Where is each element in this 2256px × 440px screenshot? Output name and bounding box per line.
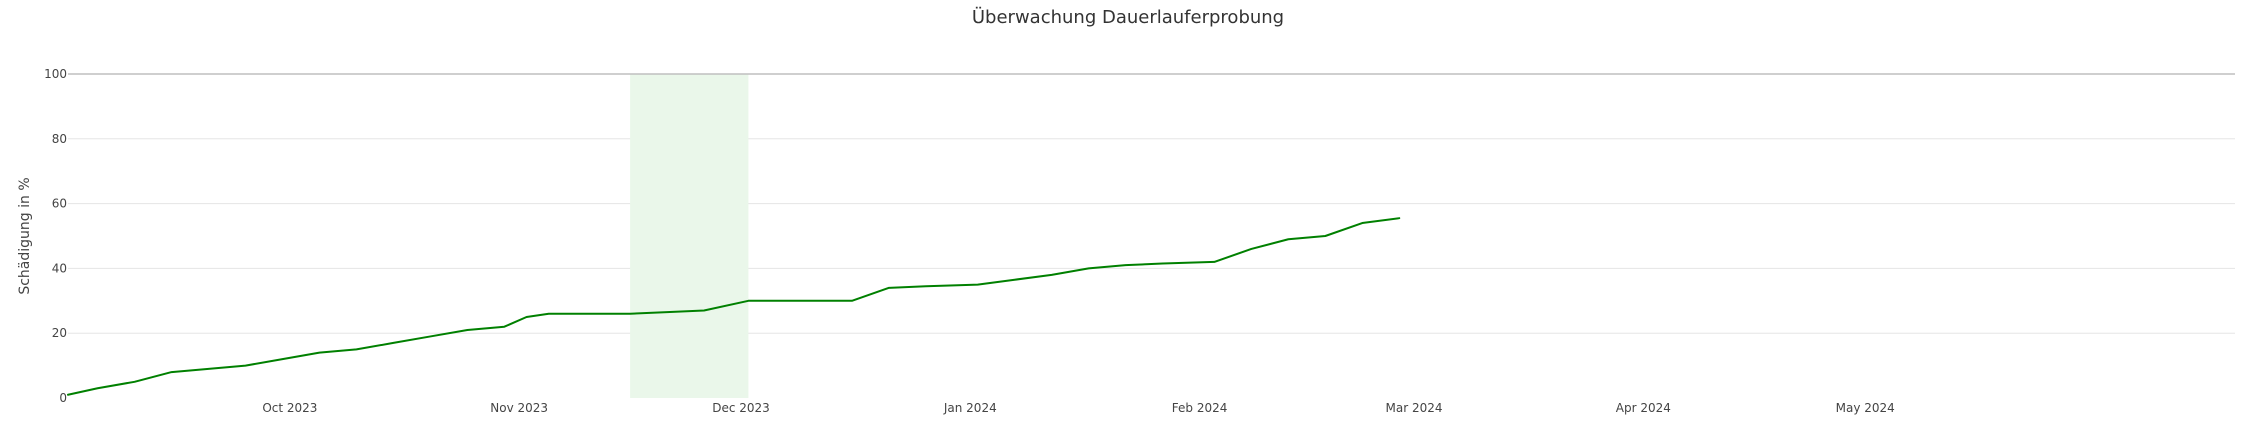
y-tick-label: 100 [44,67,67,81]
highlight-band-layer [630,74,749,398]
x-tick-label: Nov 2023 [490,401,548,415]
highlight-band [630,74,749,398]
x-tick-label: Jan 2024 [943,401,997,415]
x-tick-label: May 2024 [1836,401,1895,415]
series-layer [67,217,1401,396]
x-tick-label: Oct 2023 [262,401,317,415]
tick-label-layer: 0 20 40 60 80 100 Oct 2023 Nov 2023 Dec 2023 Jan … [44,67,1895,415]
x-tick-label: Feb 2024 [1172,401,1228,415]
x-tick-label: Dec 2023 [712,401,770,415]
y-tick-label: 20 [52,326,67,340]
y-axis-label: Schädigung in % [17,177,33,294]
chart-title: Überwachung Dauerlauferprobung [972,6,1284,28]
y-tick-label: 60 [52,197,67,211]
y-tick-label: 40 [52,261,67,275]
grid-layer [68,138,2235,334]
x-tick-label: Apr 2024 [1616,401,1671,415]
y-tick-label: 80 [52,132,67,146]
series-line [67,217,1401,396]
y-tick-label: 0 [59,391,67,405]
x-tick-label: Mar 2024 [1386,401,1443,415]
